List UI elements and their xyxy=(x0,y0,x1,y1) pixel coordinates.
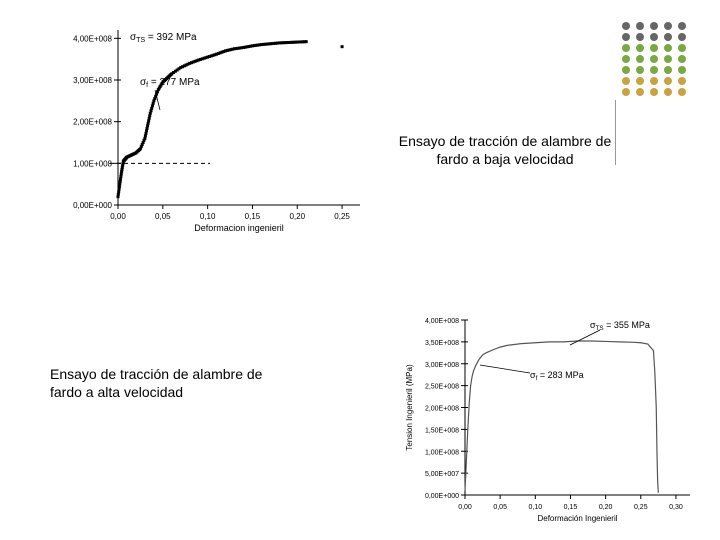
svg-text:σTS = 392 MPa: σTS = 392 MPa xyxy=(130,32,197,44)
chart2-container: 0,00E+000 5,00E+007 1,00E+008 1,50E+008 2,00… xyxy=(400,310,700,525)
svg-text:0,15: 0,15 xyxy=(245,212,261,221)
svg-text:0,00E+000: 0,00E+000 xyxy=(425,493,459,500)
chart2-title-line2: fardo a alta velocidad xyxy=(50,384,183,400)
svg-text:4,00E+008: 4,00E+008 xyxy=(425,318,459,325)
svg-text:4,00E+008: 4,00E+008 xyxy=(73,34,112,43)
svg-text:0,15: 0,15 xyxy=(564,504,578,511)
svg-text:3,00E+008: 3,00E+008 xyxy=(73,76,112,85)
chart1-container: 0,00E+000 1,00E+008 2,00E+008 3,00E+008 4,00… xyxy=(60,20,370,235)
chart2-title: Ensayo de tracción de alambre de fardo a… xyxy=(50,365,280,401)
svg-text:5,00E+007: 5,00E+007 xyxy=(425,471,459,478)
svg-text:2,00E+008: 2,00E+008 xyxy=(425,406,459,413)
svg-text:0,00E+000: 0,00E+000 xyxy=(73,201,112,210)
svg-text:1,50E+008: 1,50E+008 xyxy=(425,427,459,434)
svg-text:0,05: 0,05 xyxy=(493,504,507,511)
svg-text:0,05: 0,05 xyxy=(155,212,171,221)
svg-text:2,00E+008: 2,00E+008 xyxy=(73,118,112,127)
svg-text:Tension Ingenieril (MPa): Tension Ingenieril (MPa) xyxy=(405,364,414,451)
svg-text:0,10: 0,10 xyxy=(529,504,543,511)
svg-text:Deformación Ingenieril: Deformación Ingenieril xyxy=(537,514,617,523)
svg-text:0,20: 0,20 xyxy=(289,212,305,221)
decorative-dots xyxy=(620,20,700,110)
svg-text:0,20: 0,20 xyxy=(599,504,613,511)
svg-text:0,25: 0,25 xyxy=(634,504,648,511)
divider-line xyxy=(615,100,616,165)
chart1-title-line2: fardo a baja velocidad xyxy=(437,151,574,167)
svg-text:3,50E+008: 3,50E+008 xyxy=(425,340,459,347)
svg-text:0,30: 0,30 xyxy=(669,504,683,511)
svg-text:1,00E+008: 1,00E+008 xyxy=(73,159,112,168)
svg-text:0,25: 0,25 xyxy=(334,212,350,221)
svg-text:0,00: 0,00 xyxy=(458,504,472,511)
chart2-svg: 0,00E+000 5,00E+007 1,00E+008 1,50E+008 2,00… xyxy=(400,310,700,525)
svg-text:0,10: 0,10 xyxy=(200,212,216,221)
chart1-title: Ensayo de tracción de alambre de fardo a… xyxy=(385,132,625,168)
chart1-svg: 0,00E+000 1,00E+008 2,00E+008 3,00E+008 4,00… xyxy=(60,20,370,235)
svg-text:σf = 283 MPa: σf = 283 MPa xyxy=(530,370,584,382)
chart2-title-line1: Ensayo de tracción de alambre de xyxy=(50,366,262,382)
svg-text:Deformacion ingenieril: Deformacion ingenieril xyxy=(194,223,284,233)
chart1-title-line1: Ensayo de tracción de alambre de xyxy=(399,133,611,149)
svg-text:3,00E+008: 3,00E+008 xyxy=(425,362,459,369)
svg-text:0,00: 0,00 xyxy=(110,212,126,221)
svg-text:2,50E+008: 2,50E+008 xyxy=(425,384,459,391)
svg-text:σf = 277 MPa: σf = 277 MPa xyxy=(140,77,200,89)
svg-text:1,00E+008: 1,00E+008 xyxy=(425,449,459,456)
